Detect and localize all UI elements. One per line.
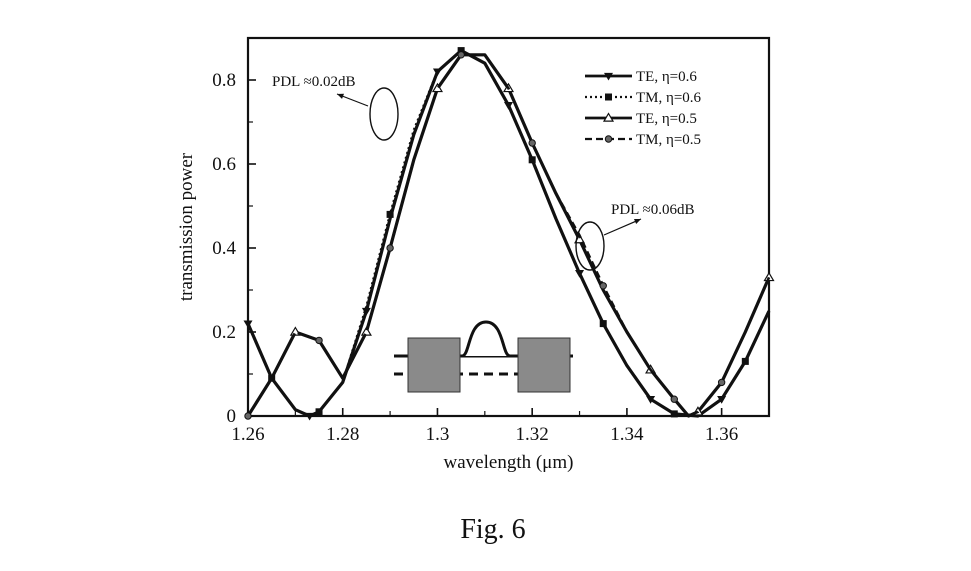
series-marker — [575, 270, 585, 278]
series-marker — [315, 336, 323, 345]
x-tick-label: 1.26 — [231, 424, 264, 445]
series-marker — [528, 139, 536, 147]
legend-marker — [604, 135, 613, 143]
inset-delay-arm — [461, 320, 511, 358]
annotations: PDL ≈0.02dB PDL ≈0.06dB — [272, 74, 695, 271]
series-4 — [244, 51, 771, 420]
annotation-arrow — [603, 218, 642, 236]
y-axis-title: transmission power — [176, 152, 197, 301]
annotation-arrowhead — [634, 219, 641, 225]
y-tick-label: 0.8 — [212, 70, 236, 91]
series-marker — [670, 395, 678, 403]
x-axis-ticks: 1.26 1.28 1.3 1.32 1.34 1.36 — [231, 408, 738, 445]
series-marker — [599, 282, 607, 290]
y-tick-label: 0.4 — [212, 238, 236, 259]
series-marker — [599, 320, 607, 328]
x-tick-label: 1.32 — [516, 424, 549, 445]
y-tick-label: 0 — [227, 406, 237, 427]
y-axis-ticks: 0 0.2 0.4 0.6 0.8 — [212, 37, 256, 427]
x-tick-label: 1.34 — [610, 424, 644, 445]
series-marker — [573, 233, 586, 244]
annotation-arrowhead — [337, 93, 344, 99]
legend-marker — [604, 72, 613, 81]
series-marker — [670, 410, 678, 418]
legend-label: TM, η=0.5 — [636, 132, 701, 148]
annotation-pdl-right: PDL ≈0.06dB — [575, 202, 695, 271]
series-marker — [717, 378, 726, 387]
y-tick-label: 0.2 — [212, 322, 236, 343]
series-layer — [243, 47, 775, 421]
annotation-ellipse — [369, 87, 399, 141]
series-1 — [243, 49, 771, 421]
legend-label: TE, η=0.5 — [636, 111, 697, 127]
series-marker — [528, 156, 536, 164]
series-marker — [457, 47, 465, 55]
series-marker — [386, 210, 394, 218]
series-marker — [360, 326, 372, 336]
x-tick-label: 1.36 — [705, 424, 738, 445]
inset-left-coupler — [407, 337, 461, 393]
legend: TE, η=0.6 TM, η=0.6 TE, η=0.5 TM, η=0.5 — [585, 69, 702, 148]
series-line — [246, 53, 771, 418]
series-marker — [244, 412, 252, 420]
series-marker — [386, 244, 394, 252]
series-marker — [457, 51, 465, 59]
series-marker — [361, 307, 371, 316]
annotation-ellipse — [575, 221, 605, 271]
annotation-label: PDL ≈0.02dB — [272, 74, 356, 90]
legend-item: TM, η=0.5 — [585, 132, 701, 148]
legend-label: TE, η=0.6 — [636, 69, 697, 85]
x-axis-title: wavelength (μm) — [444, 452, 574, 473]
legend-marker — [602, 112, 615, 122]
legend-item: TE, η=0.5 — [585, 111, 697, 127]
inset-right-coupler — [517, 337, 571, 393]
legend-marker — [605, 93, 612, 101]
series-marker — [717, 396, 727, 404]
series-marker — [315, 408, 323, 416]
series-marker — [741, 357, 749, 365]
y-tick-label: 0.6 — [212, 154, 236, 175]
plot-frame — [246, 36, 771, 418]
legend-label: TM, η=0.6 — [636, 90, 702, 106]
series-line — [246, 49, 771, 418]
annotation-label: PDL ≈0.06dB — [611, 202, 695, 218]
series-marker — [646, 396, 656, 404]
legend-item: TE, η=0.6 — [585, 69, 697, 85]
figure-caption: Fig. 6 — [460, 514, 525, 545]
x-tick-label: 1.3 — [426, 424, 450, 445]
legend-item: TM, η=0.6 — [585, 90, 702, 106]
x-tick-label: 1.28 — [326, 424, 359, 445]
annotation-pdl-left: PDL ≈0.02dB — [272, 74, 399, 141]
coupler-inset-diagram — [394, 320, 573, 393]
